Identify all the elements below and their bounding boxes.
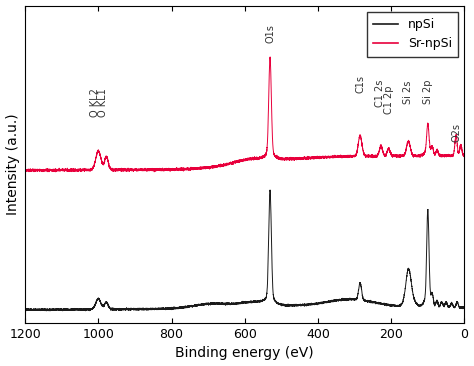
Text: C1s: C1s: [356, 75, 365, 93]
X-axis label: Binding energy (eV): Binding energy (eV): [175, 347, 314, 361]
Text: C1 2p: C1 2p: [383, 86, 394, 115]
Text: O1s: O1s: [265, 25, 275, 43]
Text: O2s: O2s: [451, 123, 461, 142]
Legend: npSi, Sr-npSi: npSi, Sr-npSi: [366, 12, 458, 57]
Text: Si 2p: Si 2p: [423, 79, 433, 104]
Text: C1 2s: C1 2s: [374, 79, 384, 107]
Text: O KL1: O KL1: [99, 89, 109, 117]
Y-axis label: Intensity (a.u.): Intensity (a.u.): [6, 113, 19, 215]
Text: O KL2: O KL2: [91, 89, 100, 117]
Text: Si 2s: Si 2s: [403, 81, 413, 104]
